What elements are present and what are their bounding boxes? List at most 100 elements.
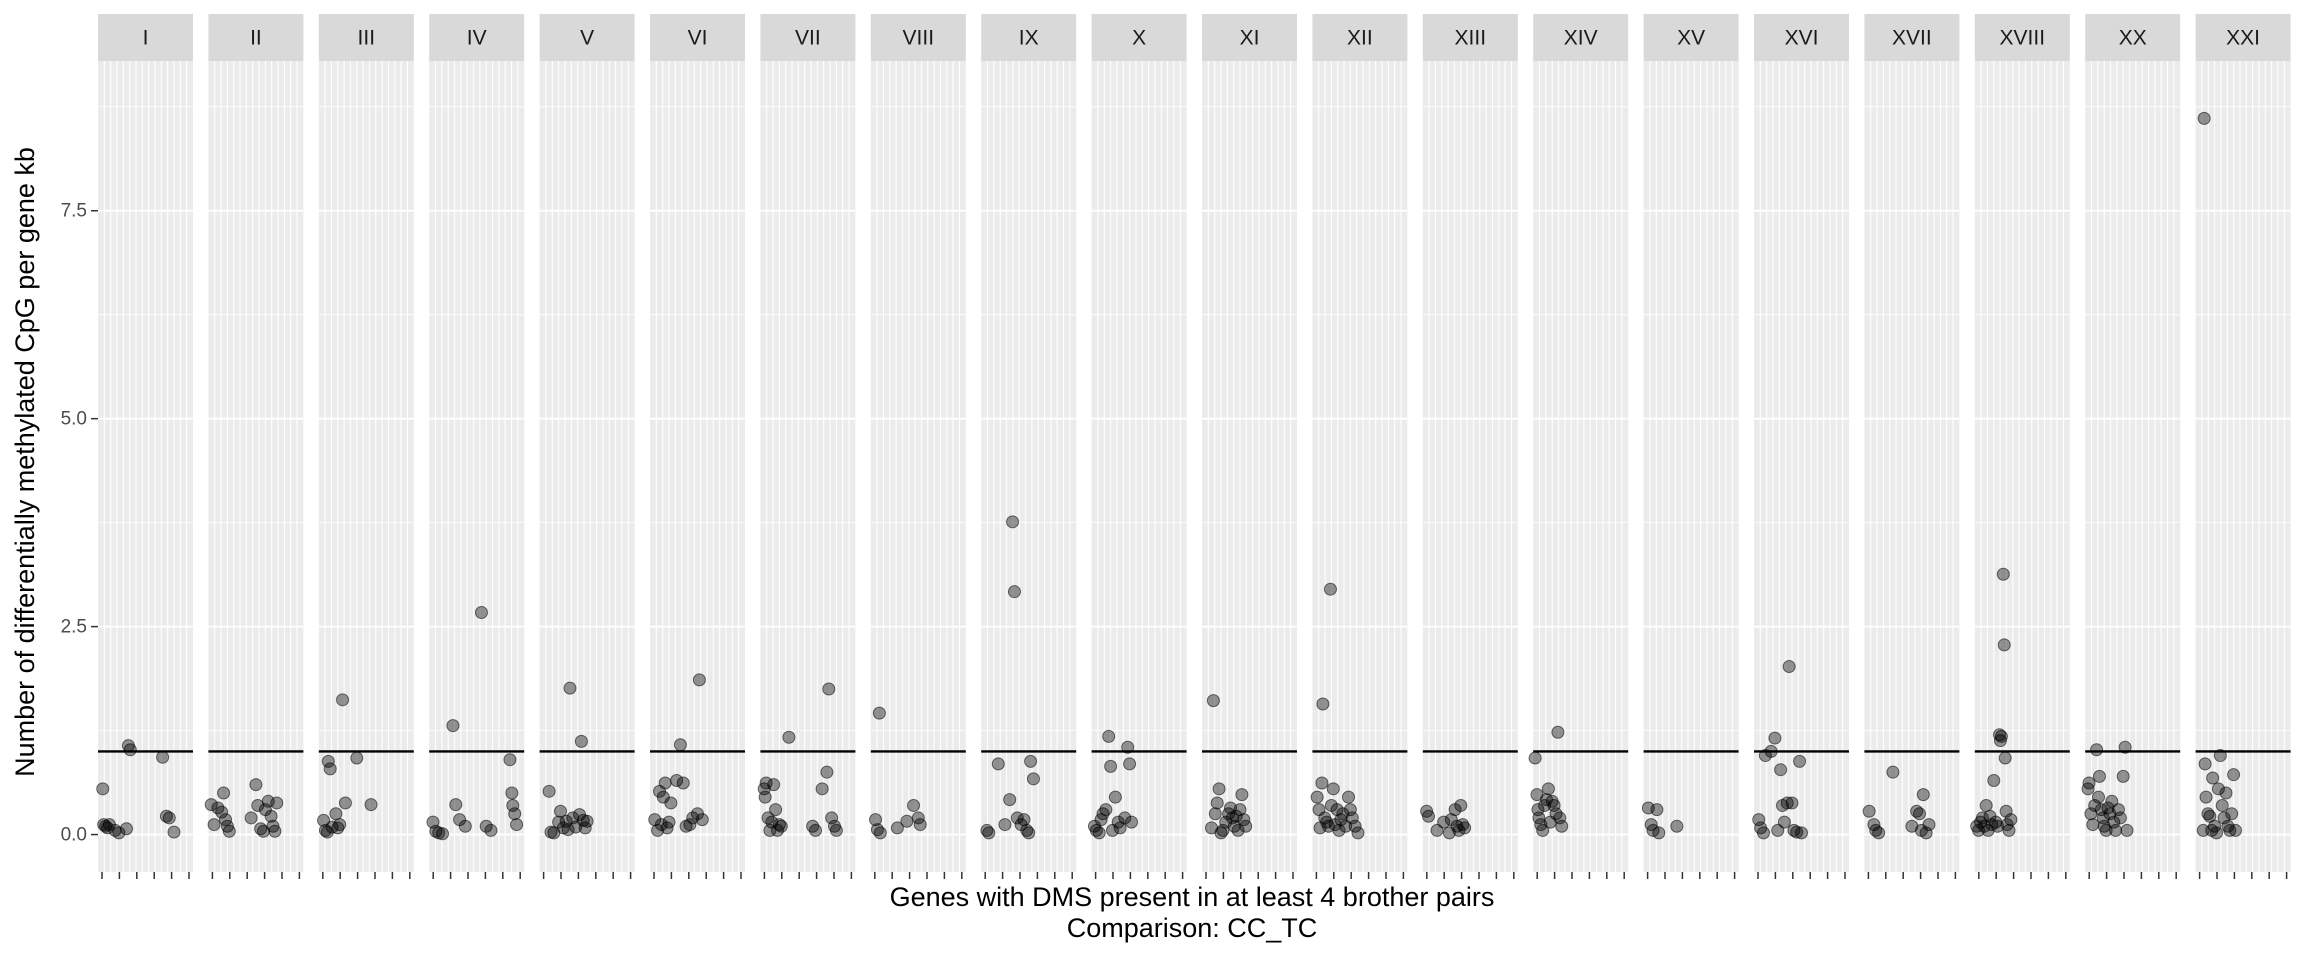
data-point [1975,811,1989,825]
facet-panel-background [1754,61,1849,872]
data-point [510,818,524,832]
data-point [1092,826,1106,840]
facet-panel-background [1202,61,1297,872]
data-point [1239,819,1253,833]
facet-strip [650,14,745,61]
facet-strip-label: IX [1019,27,1039,50]
data-point [1206,694,1220,708]
data-point [1125,815,1138,829]
facet-strip-label: XXI [2226,27,2260,50]
x-axis-title: Genes with DMS present in at least 4 bro… [890,882,1495,912]
data-point [683,818,697,832]
data-point [1905,819,1919,833]
data-point [692,673,706,687]
data-point [264,809,278,823]
data-point [2113,811,2127,825]
data-point [561,823,575,837]
x-axis-subtitle: Comparison: CC_TC [1067,913,1318,943]
data-point [1315,776,1329,790]
data-point [1536,823,1550,837]
data-point [872,706,886,720]
data-point [782,730,796,744]
facet-strip-label: VII [795,27,821,50]
data-point [446,719,460,733]
data-point [268,824,282,838]
facet-strip [1533,14,1629,61]
data-point [1208,807,1222,821]
facet-strip-label: X [1132,27,1146,50]
facet-strip [539,14,635,61]
data-point [167,825,181,839]
facet-strip-label: XVIII [2000,27,2046,50]
data-point [505,786,519,800]
data-point [869,813,883,827]
data-point [574,734,588,748]
data-point [1231,823,1245,837]
facet-strip [1643,14,1739,61]
facet-strip [429,14,525,61]
facet-panel-xv: XV [1641,14,1739,879]
data-point [1994,729,2008,743]
data-point [2229,823,2242,837]
data-point [1916,788,1930,802]
facet-strip [208,14,304,61]
facet-panel-xi: XI [1202,14,1297,879]
facet-strip-label: XIII [1455,27,1487,50]
data-point [825,811,839,825]
data-point [156,750,170,764]
data-point [1913,807,1926,821]
facet-strip [760,14,856,61]
data-point [215,805,229,819]
data-point [763,823,777,837]
data-point [1026,772,1040,786]
data-point [662,815,676,829]
data-point [2199,790,2213,804]
facet-panels: I II III IV V VI VII VIII IX X XI XII XIII XIV XV XVI XV… [96,14,2291,879]
data-point [1650,803,1664,817]
data-point [1993,734,2007,748]
facet-panel-xx: XX [2081,14,2181,879]
data-point [563,681,577,695]
y-tick-label: 2.5 [61,617,87,638]
data-point [1652,826,1666,840]
data-point [774,819,788,833]
data-point [2213,749,2227,763]
data-point [1024,754,1038,768]
data-point [336,693,350,707]
data-point [670,774,684,788]
data-point [1780,796,1794,810]
data-point [1210,796,1224,810]
data-point [508,807,522,821]
data-point [2217,811,2231,825]
facet-strip-label: III [358,27,376,50]
data-point [1979,798,1993,812]
data-point [458,819,472,833]
data-point [2211,782,2225,796]
data-point [2086,818,2100,832]
data-point [120,822,133,836]
data-point [2099,823,2113,837]
data-point [890,821,904,835]
facet-panel-xviii: XVIII [1970,14,2070,879]
facet-panel-xvi: XVI [1752,14,1849,879]
facet-panel-background [1974,61,2070,872]
facet-strip [98,14,193,61]
data-point [982,826,996,840]
data-point [1922,818,1936,832]
data-point [1118,811,1132,825]
facet-panel-background [429,61,525,872]
data-point [1551,725,1565,739]
data-point [1454,798,1468,812]
data-point [1108,790,1122,804]
facet-panel-xiii: XIII [1420,14,1518,879]
data-point [809,823,822,837]
facet-panel-background [1864,61,1960,872]
facet-panel-vi: VI [648,14,745,879]
data-point [96,782,110,796]
data-point [1991,819,2005,833]
facet-panel-ix: IX [980,14,1077,879]
data-point [1343,803,1357,817]
data-point [1099,803,1113,817]
data-point [1102,729,1116,743]
data-point [2092,790,2105,804]
